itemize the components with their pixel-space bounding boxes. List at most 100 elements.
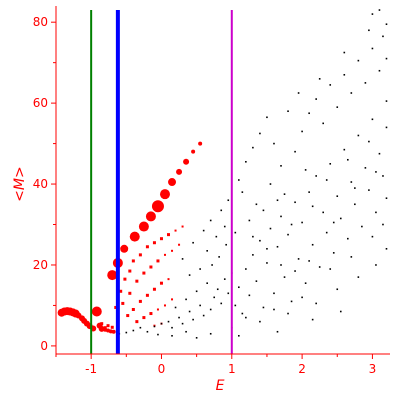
data-point [269, 183, 272, 185]
data-point [368, 189, 370, 191]
data-point [322, 211, 324, 214]
data-point [171, 326, 173, 329]
data-point [135, 320, 139, 324]
data-point [311, 318, 314, 321]
data-point [211, 264, 213, 266]
data-point [176, 168, 183, 175]
data-point [276, 199, 279, 202]
data-point [385, 23, 388, 26]
data-point [273, 142, 275, 145]
data-point [234, 231, 237, 234]
data-point [318, 78, 321, 80]
data-point [206, 282, 208, 284]
data-point [153, 325, 156, 328]
data-point [188, 310, 191, 313]
data-point [123, 277, 127, 281]
data-point [159, 281, 163, 285]
data-point [315, 175, 317, 177]
data-point [241, 312, 244, 315]
y-tick-label: 80 [33, 15, 48, 29]
data-point [329, 268, 332, 270]
tick-marks: -1 0 1 2 3 0 20 40 60 80 [33, 15, 377, 376]
data-point [378, 9, 381, 11]
data-point [241, 191, 244, 193]
data-point [128, 269, 132, 273]
data-point [290, 223, 293, 226]
data-point [259, 132, 261, 135]
data-point [227, 199, 230, 202]
data-point [171, 334, 173, 337]
data-point [308, 112, 310, 115]
reference-lines [90, 10, 233, 354]
data-point [385, 57, 388, 60]
data-point [145, 245, 149, 249]
data-point [364, 167, 367, 169]
data-point [343, 73, 346, 76]
data-point [139, 326, 142, 329]
data-point [121, 301, 125, 305]
data-point [273, 308, 275, 311]
data-point [294, 150, 296, 153]
data-point [159, 237, 163, 241]
data-point [160, 322, 163, 325]
data-point [188, 274, 191, 276]
data-point [110, 325, 114, 329]
data-point [287, 312, 289, 315]
data-point [371, 47, 374, 50]
data-point [227, 292, 230, 295]
data-point [378, 69, 381, 72]
data-point [146, 330, 149, 333]
data-point [125, 331, 128, 334]
data-point [138, 299, 142, 303]
data-point [245, 160, 247, 163]
data-point [159, 189, 170, 200]
data-point [138, 253, 142, 257]
data-point [266, 116, 268, 119]
data-point [371, 13, 374, 15]
data-point [297, 258, 300, 260]
data-point [336, 195, 339, 197]
data-point [138, 221, 149, 232]
data-point [145, 293, 149, 297]
data-point [304, 169, 307, 171]
data-point [252, 235, 254, 238]
data-point [91, 306, 102, 317]
data-point [107, 270, 118, 281]
data-point [238, 286, 240, 289]
data-point [202, 229, 205, 232]
data-point [385, 100, 388, 102]
data-point [385, 126, 388, 129]
data-point [167, 320, 170, 323]
data-point [132, 329, 135, 332]
data-point [354, 203, 356, 206]
data-point [163, 304, 166, 307]
y-tick-label: 0 [40, 339, 48, 353]
data-point [126, 314, 130, 318]
data-point [287, 110, 289, 113]
data-point [185, 298, 187, 301]
data-point [375, 264, 377, 266]
data-point [301, 130, 303, 133]
data-point [371, 118, 374, 121]
data-point [382, 223, 384, 226]
data-point [198, 141, 203, 146]
data-point [304, 282, 307, 284]
data-point [225, 243, 227, 246]
data-point [156, 259, 160, 263]
x-axis-title: E [216, 378, 225, 394]
data-point [131, 307, 135, 311]
y-tick-label: 60 [33, 96, 48, 110]
data-point [280, 215, 282, 218]
data-point [259, 239, 261, 242]
data-point [378, 152, 381, 155]
data-point [149, 312, 153, 316]
data-point [181, 225, 184, 228]
data-point [339, 310, 342, 313]
data-point [318, 266, 321, 268]
data-point [220, 302, 223, 305]
x-tick-label: 2 [298, 362, 306, 376]
data-point [382, 175, 384, 177]
data-point [350, 92, 353, 94]
data-point [325, 179, 328, 181]
y-tick-label: 40 [33, 177, 48, 191]
